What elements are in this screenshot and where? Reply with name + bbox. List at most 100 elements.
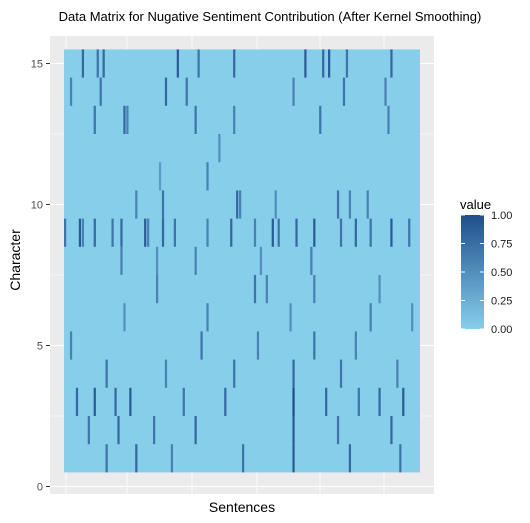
heatmap-cell bbox=[313, 275, 316, 304]
heatmap-cell bbox=[399, 444, 402, 473]
heatmap-cell bbox=[357, 387, 360, 416]
heatmap-cell bbox=[123, 105, 126, 134]
heatmap-cell bbox=[233, 49, 236, 78]
heatmap-cell bbox=[120, 246, 123, 275]
heatmap-cell bbox=[354, 218, 357, 247]
heatmap-cell bbox=[289, 303, 292, 332]
heatmap-cell bbox=[164, 77, 168, 106]
y-tick-label: 0 bbox=[37, 482, 43, 494]
heatmap-cell bbox=[310, 246, 313, 275]
heatmap-cell bbox=[336, 416, 340, 445]
heatmap-cell bbox=[147, 218, 150, 247]
heatmap-cell bbox=[390, 416, 393, 445]
heatmap-cell bbox=[69, 331, 73, 360]
heatmap-cell bbox=[313, 218, 316, 247]
heatmap-cell bbox=[233, 359, 236, 388]
heatmap-cell bbox=[354, 331, 357, 360]
heatmap-cell bbox=[206, 162, 209, 191]
x-axis-label: Sentences bbox=[209, 499, 275, 515]
legend-title: value bbox=[460, 197, 491, 212]
heatmap-cell bbox=[292, 387, 295, 416]
heatmap-cell bbox=[313, 331, 316, 360]
heatmap-cell bbox=[387, 105, 390, 134]
heatmap-cell bbox=[253, 218, 257, 247]
heatmap-cell bbox=[81, 218, 85, 247]
heatmap-cell bbox=[105, 444, 108, 473]
heatmap-cell bbox=[120, 218, 123, 247]
legend-tick-label: 0.25 bbox=[491, 296, 512, 308]
heatmap-cell bbox=[155, 275, 159, 304]
heatmap-cell bbox=[218, 134, 221, 163]
heatmap-cell bbox=[369, 303, 372, 332]
heatmap-cell bbox=[348, 190, 352, 219]
heatmap-cell bbox=[144, 218, 147, 247]
heatmap-cell bbox=[161, 218, 165, 247]
heatmap-base bbox=[64, 49, 420, 473]
heatmap-cell bbox=[96, 49, 99, 78]
heatmap-cell bbox=[408, 218, 411, 247]
heatmap-cell bbox=[378, 387, 381, 416]
heatmap-cell bbox=[155, 246, 159, 275]
heatmap-cell bbox=[75, 387, 79, 416]
heatmap-cell bbox=[295, 218, 298, 247]
heatmap-cell bbox=[292, 416, 295, 445]
y-axis: 0 5 10 15 bbox=[31, 59, 50, 494]
y-tick-label: 10 bbox=[31, 200, 43, 212]
heatmap-cell bbox=[325, 387, 328, 416]
heatmap-cell bbox=[292, 444, 295, 473]
heatmap-cell bbox=[224, 387, 227, 416]
heatmap-cell bbox=[390, 49, 393, 78]
heatmap-cell bbox=[242, 444, 245, 473]
heatmap-cell bbox=[259, 246, 263, 275]
heatmap-cell bbox=[102, 49, 105, 78]
legend: value 1.00 0.75 0.50 0.25 0.00 bbox=[460, 197, 512, 336]
heatmap-cell bbox=[69, 77, 73, 106]
heatmap-cell bbox=[336, 190, 340, 219]
heatmap-cell bbox=[319, 105, 322, 134]
heatmap-cell bbox=[200, 331, 203, 360]
heatmap-cell bbox=[99, 77, 102, 106]
y-axis-label: Character bbox=[7, 229, 23, 291]
heatmap-cell bbox=[197, 49, 200, 78]
legend-tick-label: 0.50 bbox=[491, 267, 512, 279]
heatmap-cell bbox=[342, 77, 346, 106]
heatmap-cell bbox=[194, 246, 197, 275]
heatmap-cell bbox=[384, 77, 387, 106]
heatmap-cell bbox=[87, 416, 90, 445]
heatmap-cell bbox=[390, 218, 393, 247]
heatmap-cell bbox=[164, 359, 168, 388]
heatmap-cell bbox=[114, 387, 117, 416]
y-tick-label: 5 bbox=[37, 341, 43, 353]
heatmap-cell bbox=[182, 387, 185, 416]
heatmap-cell bbox=[328, 49, 331, 78]
heatmap-cell bbox=[322, 49, 325, 78]
heatmap-cell bbox=[348, 444, 352, 473]
heatmap-cell bbox=[81, 49, 85, 78]
heatmap-cell bbox=[292, 359, 295, 388]
heatmap-cell bbox=[170, 444, 174, 473]
heatmap-cell bbox=[126, 105, 129, 134]
heatmap-cell bbox=[176, 49, 179, 78]
heatmap-cell bbox=[239, 190, 242, 219]
heatmap-cell bbox=[339, 359, 343, 388]
heatmap-cell bbox=[206, 218, 209, 247]
heatmap-cell bbox=[93, 218, 96, 247]
heatmap-cell bbox=[277, 218, 280, 247]
heatmap-cell bbox=[123, 303, 126, 332]
heatmap-cell bbox=[194, 416, 197, 445]
heatmap-cell bbox=[117, 416, 120, 445]
heatmap-cell bbox=[369, 218, 372, 247]
heatmap-cell bbox=[135, 444, 138, 473]
heatmap-cell bbox=[93, 105, 96, 134]
heatmap-cell bbox=[378, 275, 381, 304]
heatmap-cell bbox=[78, 218, 82, 247]
heatmap-cell bbox=[194, 105, 197, 134]
heatmap-cell bbox=[161, 190, 165, 219]
heatmap-cells bbox=[64, 49, 420, 473]
heatmap-cell bbox=[411, 303, 414, 332]
heatmap-cell bbox=[129, 387, 132, 416]
legend-tick-label: 1.00 bbox=[491, 210, 512, 222]
heatmap-cell bbox=[236, 190, 239, 219]
heatmap-cell bbox=[256, 331, 260, 360]
